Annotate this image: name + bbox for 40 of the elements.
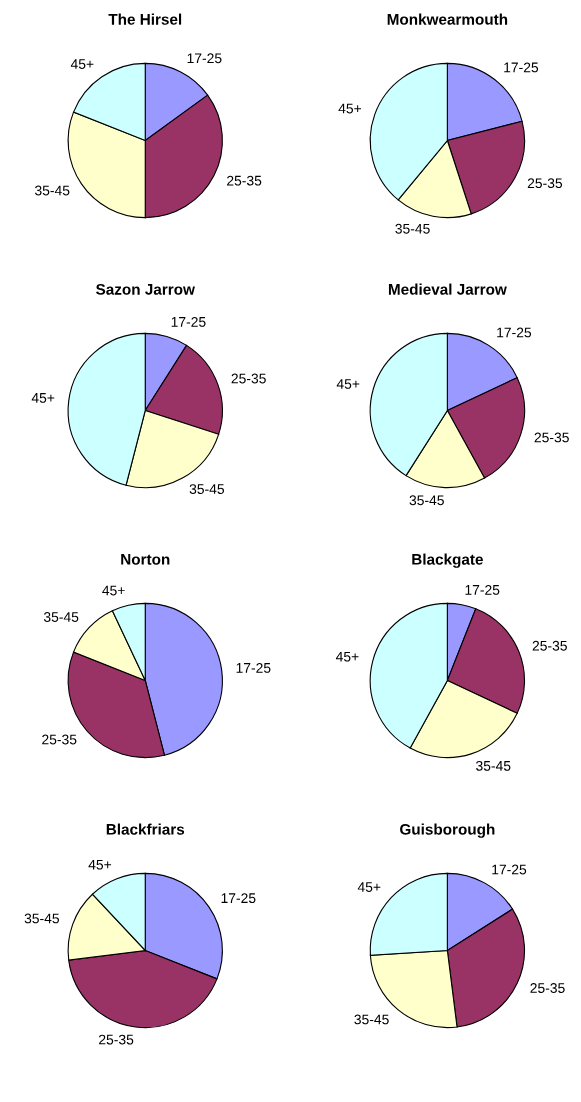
slice-label: 35-45: [189, 484, 225, 494]
slice-label: 17-25: [187, 53, 222, 64]
slice-label: 45+: [102, 585, 125, 596]
slice-label: 25-35: [534, 432, 569, 443]
slice-label: 25-35: [527, 178, 563, 189]
slice-label: 35-45: [409, 495, 444, 506]
slice-label: 17-25: [236, 662, 271, 673]
slice-label: 17-25: [497, 327, 532, 338]
slice-label: 25-35: [231, 373, 266, 384]
slice-label: 35-45: [354, 1014, 389, 1025]
slice-label: 45+: [70, 59, 94, 69]
slice-label: 45+: [31, 393, 55, 403]
slice-label: 17-25: [171, 316, 206, 327]
slice-label: 35-45: [395, 223, 430, 234]
chart-title: Blackfriars: [106, 823, 185, 835]
slice-label: 25-35: [227, 175, 262, 186]
chart-title: Medieval Jarrow: [388, 283, 507, 295]
slice-label: 45+: [336, 379, 360, 389]
slice-label: 17-25: [492, 864, 527, 875]
slice-label: 25-35: [530, 983, 565, 993]
slice-label: 25-35: [42, 734, 77, 745]
slice-label: 17-25: [465, 584, 500, 595]
chart-title: Guisborough: [400, 823, 495, 838]
slice-label: 35-45: [34, 185, 70, 196]
slice-label: 45+: [335, 651, 359, 662]
slice-label: 17-25: [504, 62, 539, 73]
slice-label: 45+: [357, 882, 381, 892]
slice-label: 35-45: [43, 612, 79, 622]
slice-label: 25-35: [532, 640, 567, 651]
slice-label: 35-45: [476, 760, 511, 771]
chart-title: Monkwearmouth: [387, 13, 508, 25]
chart-title: The Hirsel: [108, 13, 182, 25]
slice-label: 35-45: [24, 913, 60, 924]
slice-label: 17-25: [221, 893, 256, 904]
chart-title: Blackgate: [412, 553, 483, 568]
slice-label: 45+: [338, 103, 362, 114]
slice-label: 25-35: [99, 1034, 134, 1045]
slice-label: 45+: [88, 859, 112, 870]
chart-title: Norton: [121, 554, 170, 565]
chart-title: Sazon Jarrow: [96, 283, 195, 295]
